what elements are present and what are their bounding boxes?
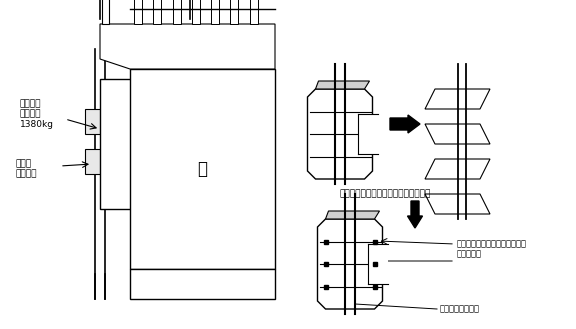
Text: ずれ止めの点溶接: ずれ止めの点溶接 bbox=[440, 305, 480, 314]
Polygon shape bbox=[100, 24, 275, 69]
Text: ガイド
ボックス: ガイド ボックス bbox=[15, 159, 36, 179]
Polygon shape bbox=[425, 194, 490, 214]
Polygon shape bbox=[316, 81, 369, 89]
Text: ガイドボックスにひっかかり動作不良: ガイドボックスにひっかかり動作不良 bbox=[339, 190, 431, 198]
Bar bbox=[153, 0, 161, 24]
Text: ウェイトを交互に向きをかえて
積み重ねる: ウェイトを交互に向きをかえて 積み重ねる bbox=[457, 239, 527, 259]
Bar bbox=[250, 0, 257, 24]
Bar bbox=[192, 0, 200, 24]
Bar bbox=[102, 0, 109, 24]
Bar bbox=[130, 69, 275, 269]
Polygon shape bbox=[325, 211, 380, 219]
Polygon shape bbox=[425, 159, 490, 179]
Polygon shape bbox=[425, 124, 490, 144]
Bar bbox=[173, 0, 180, 24]
Bar bbox=[368, 244, 388, 284]
Text: カウンタ
ウェイト
1380kg: カウンタ ウェイト 1380kg bbox=[20, 99, 54, 129]
FancyArrow shape bbox=[390, 115, 420, 133]
Polygon shape bbox=[425, 89, 490, 109]
Bar bbox=[100, 79, 190, 209]
Text: 扉: 扉 bbox=[198, 160, 207, 178]
Bar bbox=[85, 109, 103, 134]
Bar bbox=[358, 114, 378, 154]
Bar bbox=[130, 269, 275, 299]
FancyArrow shape bbox=[407, 201, 423, 228]
Bar bbox=[85, 149, 103, 174]
Bar bbox=[134, 0, 142, 24]
Polygon shape bbox=[308, 89, 373, 179]
Polygon shape bbox=[317, 219, 382, 309]
Bar bbox=[230, 0, 238, 24]
Bar bbox=[211, 0, 219, 24]
